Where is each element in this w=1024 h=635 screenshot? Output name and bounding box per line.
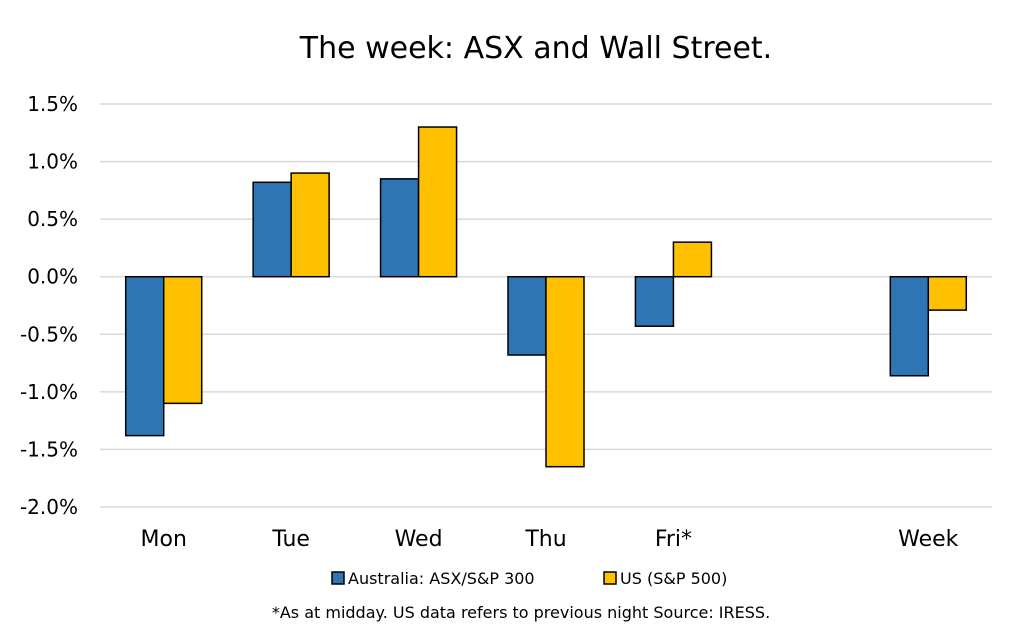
- x-category-label: Fri*: [655, 527, 692, 552]
- y-tick-label: 0.0%: [27, 265, 78, 289]
- bar-us-mon: [162, 275, 203, 405]
- y-tick-label: 1.0%: [27, 150, 78, 174]
- y-tick-label: -1.5%: [20, 437, 78, 461]
- bar-australia-thu: [507, 275, 547, 356]
- y-axis-ticks: 1.5% 1.0% 0.5% 0.0% -0.5% -1.0% -1.5% -2.0%: [20, 92, 78, 519]
- legend-label-us: US (S&P 500): [620, 569, 727, 588]
- chart-title: The week: ASX and Wall Street.: [299, 31, 772, 66]
- bar-us-fri: [672, 241, 713, 278]
- bar-us-wed: [417, 126, 458, 278]
- y-tick-label: 1.5%: [27, 92, 78, 116]
- legend-label-australia: Australia: ASX/S&P 300: [348, 569, 535, 588]
- x-category-label: Tue: [271, 527, 310, 552]
- bars: [124, 126, 968, 468]
- x-category-label: Thu: [524, 527, 566, 552]
- x-category-label: Wed: [395, 527, 443, 552]
- footnote: *As at midday. US data refers to previou…: [272, 603, 770, 622]
- y-tick-label: -1.0%: [20, 380, 78, 404]
- bar-australia-mon: [124, 275, 165, 437]
- bar-us-thu: [545, 275, 585, 468]
- y-tick-label: -2.0%: [20, 495, 78, 519]
- legend-swatch-us: [603, 571, 617, 585]
- bar-us-tue: [290, 172, 330, 278]
- x-category-label: Mon: [141, 527, 187, 552]
- bar-australia-wed: [379, 178, 420, 278]
- bar-australia-fri: [634, 275, 675, 327]
- x-category-label: Week: [898, 527, 959, 552]
- y-tick-label: -0.5%: [20, 322, 78, 346]
- x-axis-categories: Mon Tue Wed Thu Fri* Week: [141, 527, 959, 552]
- y-tick-label: 0.5%: [27, 207, 78, 231]
- bar-us-week: [927, 275, 968, 311]
- legend: Australia: ASX/S&P 300 US (S&P 500): [331, 569, 727, 588]
- bar-australia-tue: [252, 181, 292, 278]
- legend-swatch-australia: [331, 571, 345, 585]
- bar-australia-week: [889, 275, 930, 377]
